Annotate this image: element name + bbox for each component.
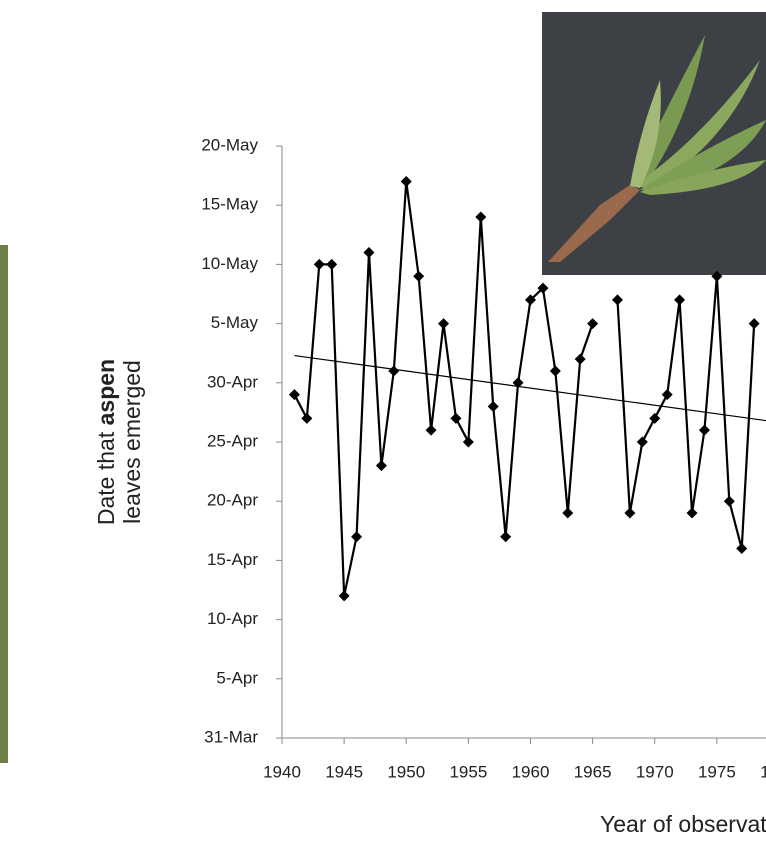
y-tick-label: 5-May (211, 313, 259, 332)
y-tick-label: 20-Apr (207, 491, 258, 510)
data-point (401, 176, 412, 187)
data-point (326, 259, 337, 270)
y-title-line2: leaves emerged (119, 360, 145, 524)
data-point (426, 425, 437, 436)
data-point (314, 259, 325, 270)
data-point (736, 543, 747, 554)
aspen-photo (542, 12, 766, 275)
data-point (475, 212, 486, 223)
data-point (376, 460, 387, 471)
y-tick-label: 10-Apr (207, 609, 258, 628)
photo-strip (0, 245, 8, 763)
data-point (699, 425, 710, 436)
data-point (463, 437, 474, 448)
x-tick-label: 1980 (760, 762, 766, 781)
y-tick-label: 31-Mar (204, 727, 258, 746)
data-point (624, 508, 635, 519)
x-tick-label: 1940 (263, 762, 301, 781)
data-point (500, 531, 511, 542)
x-tick-label: 1960 (512, 762, 550, 781)
data-point (724, 496, 735, 507)
data-point (562, 508, 573, 519)
x-tick-label: 1965 (574, 762, 612, 781)
y-tick-label: 30-Apr (207, 372, 258, 391)
data-point (674, 294, 685, 305)
data-point (488, 401, 499, 412)
data-point (649, 413, 660, 424)
data-point (289, 389, 300, 400)
data-point (550, 365, 561, 376)
data-point (339, 590, 350, 601)
y-axis-title: Date that aspen leaves emerged (93, 359, 145, 525)
data-point (637, 437, 648, 448)
data-point (363, 247, 374, 258)
data-point (749, 318, 760, 329)
x-axis-title: Year of observation (600, 811, 766, 837)
data-point (612, 294, 623, 305)
y-tick-label: 15-Apr (207, 550, 258, 569)
x-tick-label: 1975 (698, 762, 736, 781)
trend-line (294, 356, 766, 421)
data-point (301, 413, 312, 424)
data-point (662, 389, 673, 400)
y-tick-label: 15-May (201, 195, 258, 214)
data-point (687, 508, 698, 519)
data-point (413, 271, 424, 282)
y-tick-label: 20-May (201, 135, 258, 154)
data-point (575, 354, 586, 365)
y-title-line1: Date that aspen (93, 359, 119, 525)
y-title-text: Date that (93, 431, 119, 525)
chart: Year of observation Date that aspen leav… (0, 0, 766, 865)
data-point (587, 318, 598, 329)
y-tick-label: 5-Apr (216, 668, 258, 687)
y-tick-label: 10-May (201, 254, 258, 273)
y-tick-label: 25-Apr (207, 431, 258, 450)
x-tick-label: 1970 (636, 762, 674, 781)
x-tick-label: 1955 (449, 762, 487, 781)
page: {"chart_data": {"type": "line", "ylabel"… (0, 0, 766, 865)
x-tick-label: 1945 (325, 762, 363, 781)
y-title-bold: aspen (93, 359, 119, 425)
data-point (388, 365, 399, 376)
data-point (351, 531, 362, 542)
x-tick-label: 1950 (387, 762, 425, 781)
data-point (450, 413, 461, 424)
data-point (438, 318, 449, 329)
